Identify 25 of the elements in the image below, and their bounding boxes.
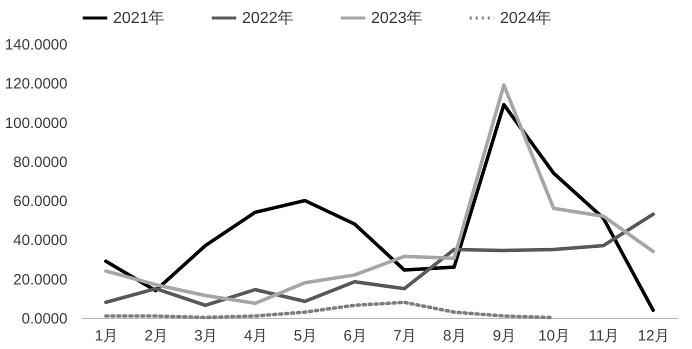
y-tick-label: 40.0000: [13, 232, 68, 250]
x-tick-label: 9月: [492, 328, 516, 344]
y-tick-label: 120.0000: [4, 76, 68, 93]
x-tick-label: 8月: [442, 328, 466, 344]
x-tick-label: 6月: [343, 328, 367, 344]
x-tick-label: 12月: [638, 328, 670, 344]
line-series: [104, 212, 655, 308]
x-tick-label: 10月: [538, 328, 570, 344]
y-tick-label: 0.0000: [22, 310, 68, 328]
x-tick-label: 11月: [588, 328, 620, 344]
legend-label: 2024年: [500, 10, 552, 27]
x-tick-label: 4月: [244, 328, 268, 344]
legend-label: 2021年: [113, 10, 165, 27]
legend-label: 2023年: [371, 10, 423, 27]
x-tick-label: 7月: [393, 328, 417, 344]
y-tick-label: 140.0000: [4, 36, 68, 54]
y-tick-label: 100.0000: [4, 114, 68, 132]
x-tick-label: 2月: [144, 328, 168, 344]
x-tick-label: 1月: [94, 328, 118, 344]
y-tick-label: 20.0000: [13, 271, 68, 288]
y-tick-label: 80.0000: [13, 154, 68, 171]
x-tick-label: 5月: [294, 328, 318, 344]
x-tick-label: 3月: [194, 328, 218, 344]
y-tick-label: 60.0000: [13, 193, 68, 210]
legend-label: 2022年: [242, 10, 294, 27]
